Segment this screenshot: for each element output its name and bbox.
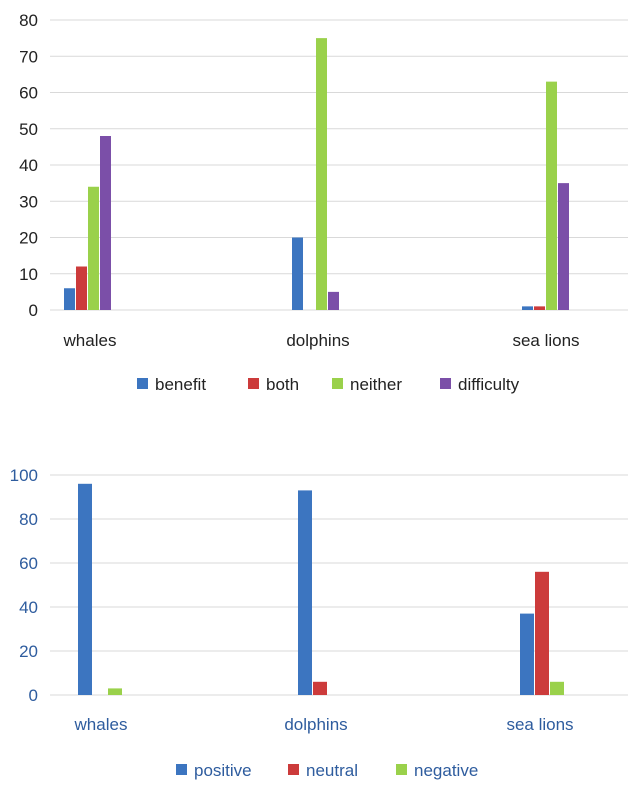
legend-label-neither: neither (350, 375, 402, 394)
legend-swatch-neutral (288, 764, 299, 775)
y-tick-label: 80 (19, 510, 38, 529)
legend-label-difficulty: difficulty (458, 375, 520, 394)
x-category-label: sea lions (512, 331, 579, 350)
y-tick-label: 60 (19, 554, 38, 573)
legend-swatch-benefit (137, 378, 148, 389)
bar-benefit-dolphins (292, 237, 303, 310)
bar-neither-dolphins (316, 38, 327, 310)
bar-both-whales (76, 266, 87, 310)
x-category-label: whales (74, 715, 128, 734)
bar-negative-sea-lions (550, 681, 564, 695)
y-tick-label: 40 (19, 156, 38, 175)
y-tick-label: 60 (19, 84, 38, 103)
bar-difficulty-sea-lions (558, 183, 569, 310)
y-tick-label: 80 (19, 11, 38, 30)
legend-label-positive: positive (194, 761, 252, 780)
legend-swatch-negative (396, 764, 407, 775)
legend-swatch-both (248, 378, 259, 389)
bar-both-sea-lions (534, 306, 545, 310)
y-tick-label: 10 (19, 265, 38, 284)
y-tick-label: 50 (19, 120, 38, 139)
bar-neither-sea-lions (546, 81, 557, 310)
chart-2: 0 20 40 60 80 100 whales dolphins sea lions posit… (10, 466, 628, 780)
legend-swatch-difficulty (440, 378, 451, 389)
y-tick-label: 20 (19, 229, 38, 248)
bar-positive-sea-lions (520, 613, 534, 695)
legend-label-both: both (266, 375, 299, 394)
bar-difficulty-dolphins (328, 291, 339, 310)
bar-neither-whales (88, 186, 99, 310)
legend-label-neutral: neutral (306, 761, 358, 780)
y-tick-label: 0 (29, 301, 38, 320)
x-category-label: sea lions (506, 715, 573, 734)
legend-swatch-positive (176, 764, 187, 775)
x-category-label: dolphins (284, 715, 347, 734)
legend-label-negative: negative (414, 761, 478, 780)
bar-positive-whales (78, 483, 92, 695)
bar-neutral-dolphins (313, 681, 327, 695)
legend-swatch-neither (332, 378, 343, 389)
bar-negative-whales (108, 688, 122, 695)
bar-benefit-sea-lions (522, 306, 533, 310)
x-category-label: dolphins (286, 331, 349, 350)
y-tick-label: 100 (10, 466, 38, 485)
x-category-label: whales (63, 331, 117, 350)
y-tick-label: 0 (29, 686, 38, 705)
bar-neutral-sea-lions (535, 571, 549, 695)
bar-difficulty-whales (100, 136, 111, 310)
y-tick-label: 20 (19, 642, 38, 661)
legend-label-benefit: benefit (155, 375, 206, 394)
bar-benefit-whales (64, 288, 75, 310)
y-tick-label: 30 (19, 192, 38, 211)
y-tick-label: 40 (19, 598, 38, 617)
y-tick-label: 70 (19, 47, 38, 66)
chart-1: 0 10 20 30 40 50 60 70 80 whales dolphins sea lions… (19, 11, 628, 394)
bar-positive-dolphins (298, 490, 312, 695)
